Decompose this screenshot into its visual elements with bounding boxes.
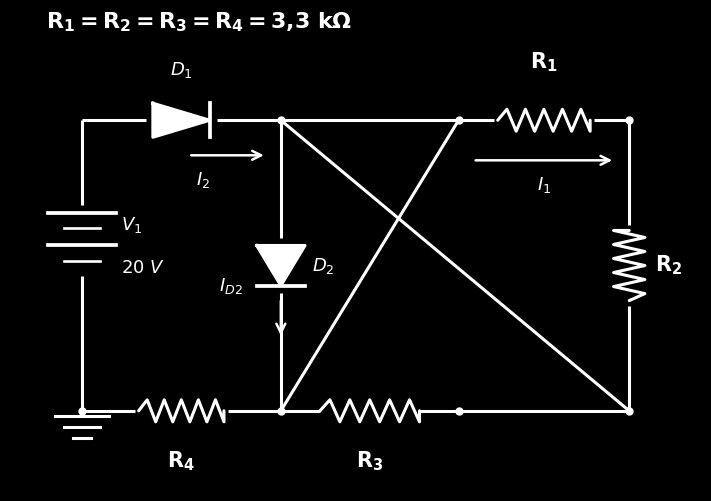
Text: $D_1$: $D_1$ (170, 60, 193, 80)
Text: $I_2$: $I_2$ (196, 170, 210, 190)
Text: $20\ V$: $20\ V$ (121, 259, 165, 277)
Text: $\mathbf{R_4}$: $\mathbf{R_4}$ (167, 449, 196, 473)
Text: $\mathbf{R_3}$: $\mathbf{R_3}$ (356, 449, 383, 473)
Text: $V_1$: $V_1$ (121, 215, 142, 235)
Text: $D_2$: $D_2$ (312, 256, 335, 276)
Text: $I_1$: $I_1$ (537, 175, 551, 195)
Polygon shape (257, 245, 305, 286)
Polygon shape (153, 103, 210, 137)
Text: $\mathbf{R_2}$: $\mathbf{R_2}$ (655, 254, 682, 278)
Text: $\mathbf{R_1}$: $\mathbf{R_1}$ (530, 51, 557, 75)
Text: $I_{D2}$: $I_{D2}$ (219, 276, 243, 296)
Text: $\mathbf{R_1=R_2=R_3=R_4=3{,}3\ k\Omega}$: $\mathbf{R_1=R_2=R_3=R_4=3{,}3\ k\Omega}… (46, 11, 352, 35)
